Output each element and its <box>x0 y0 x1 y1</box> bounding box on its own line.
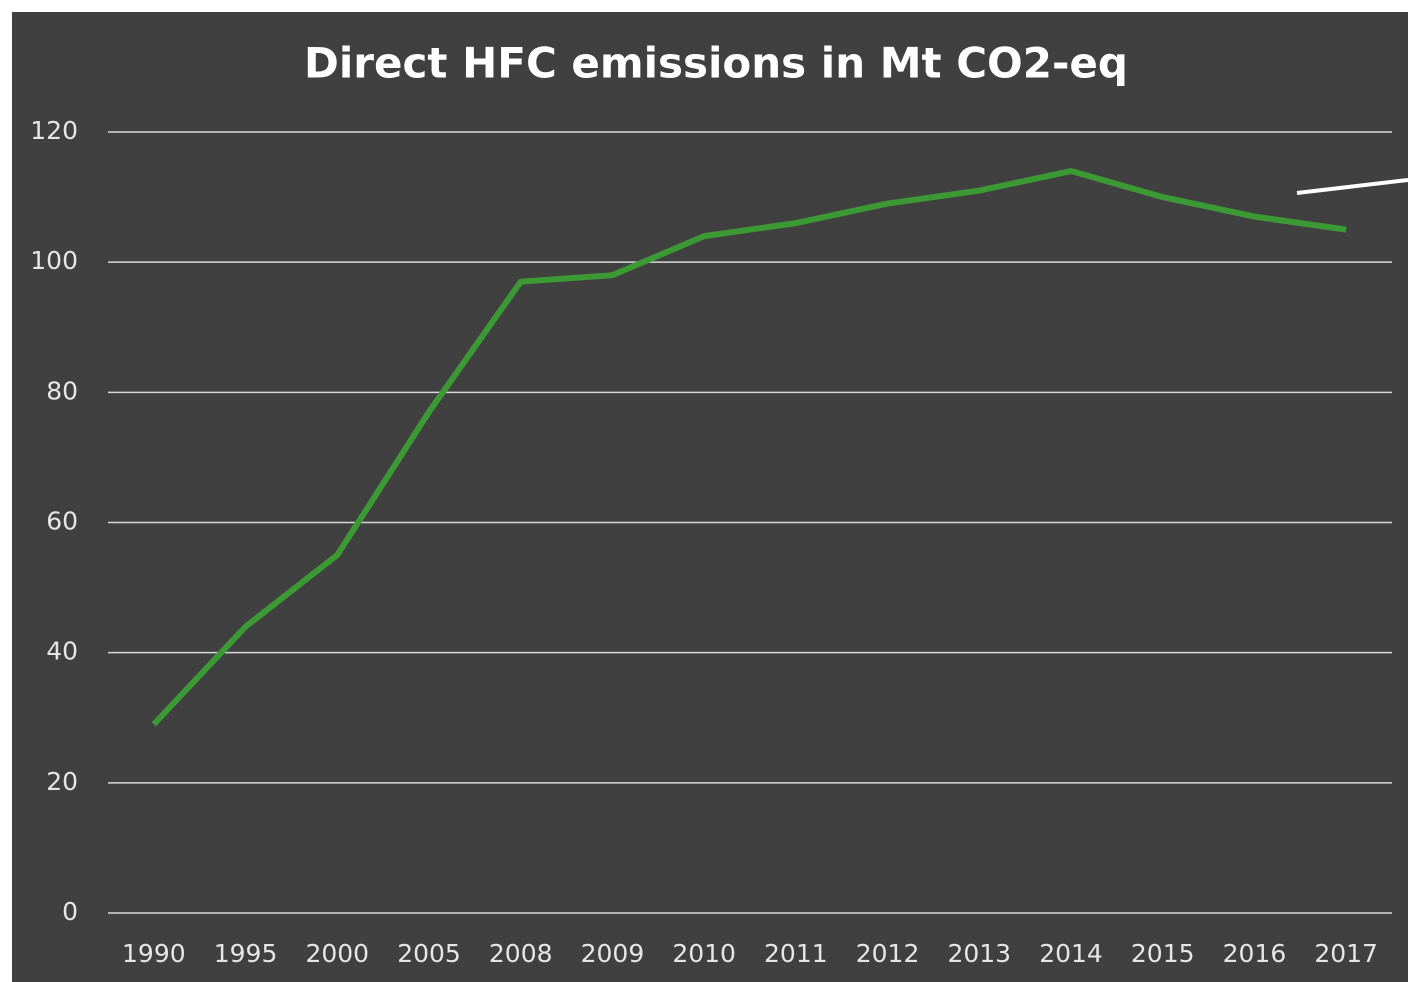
x-tick-label: 2012 <box>856 939 920 968</box>
y-tick-label: 100 <box>30 246 78 275</box>
y-tick-label: 20 <box>46 767 78 796</box>
x-tick-label: 1990 <box>122 939 186 968</box>
chart-background <box>12 12 1408 982</box>
x-tick-label: 2011 <box>764 939 828 968</box>
x-tick-label: 2009 <box>581 939 645 968</box>
y-tick-label: 120 <box>30 116 78 145</box>
x-tick-label: 1995 <box>214 939 278 968</box>
x-tick-label: 2016 <box>1223 939 1287 968</box>
x-tick-label: 2010 <box>672 939 736 968</box>
x-tick-label: 2008 <box>489 939 553 968</box>
y-tick-label: 40 <box>46 637 78 666</box>
y-tick-label: 0 <box>62 897 78 926</box>
x-tick-label: 2005 <box>397 939 461 968</box>
x-tick-label: 2000 <box>305 939 369 968</box>
x-tick-label: 2015 <box>1131 939 1195 968</box>
chart-title: Direct HFC emissions in Mt CO2-eq <box>304 39 1128 88</box>
x-tick-label: 2014 <box>1039 939 1103 968</box>
x-tick-label: 2017 <box>1314 939 1378 968</box>
y-tick-label: 60 <box>46 507 78 536</box>
data-line <box>151 168 1347 727</box>
x-tick-label: 2013 <box>947 939 1011 968</box>
y-tick-label: 80 <box>46 376 78 405</box>
annotation-line <box>1296 178 1408 195</box>
